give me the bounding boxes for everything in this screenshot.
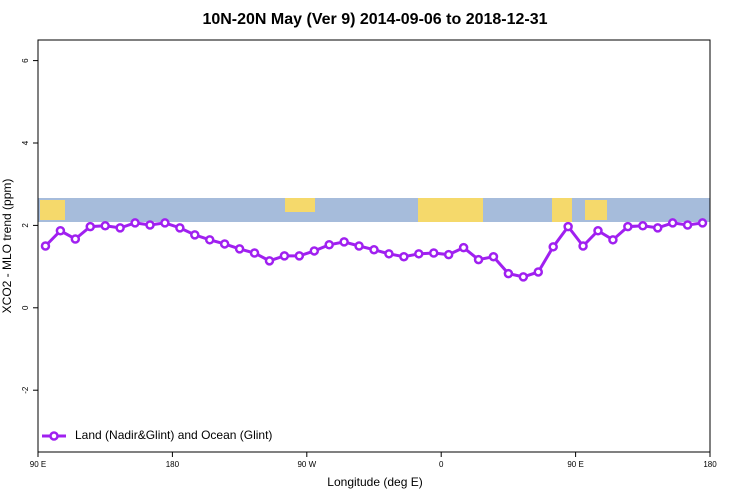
point (175, 223, 185, 233)
x-tick-label: 180 (703, 460, 717, 469)
chart-title: 10N-20N May (Ver 9) 2014-09-06 to 2018-1… (202, 11, 547, 28)
point (503, 268, 514, 279)
point (638, 221, 648, 231)
point (623, 221, 633, 232)
point (40, 241, 51, 251)
point (652, 223, 663, 233)
point (354, 241, 364, 251)
point (443, 249, 454, 260)
point (697, 218, 708, 228)
point (518, 272, 529, 282)
point (488, 251, 499, 262)
point (608, 235, 618, 245)
y-tick-label: 2 (21, 223, 30, 228)
x-tick-label: 90 E (567, 460, 583, 469)
legend-marker (49, 431, 59, 441)
y-tick-label: 0 (21, 305, 30, 310)
point (190, 230, 200, 240)
point (563, 221, 573, 232)
point (339, 237, 349, 247)
point (160, 218, 170, 228)
point (578, 241, 588, 251)
point (473, 254, 484, 265)
point (55, 226, 66, 236)
point (548, 242, 558, 252)
point (264, 256, 275, 266)
point (145, 220, 155, 230)
y-tick-label: -2 (21, 386, 30, 394)
point (458, 242, 469, 253)
point (309, 246, 320, 256)
point (100, 221, 110, 231)
point (533, 267, 544, 277)
point (324, 240, 334, 250)
point (115, 223, 125, 233)
point (667, 218, 678, 228)
point (219, 239, 230, 249)
point (369, 244, 379, 255)
point (204, 235, 215, 245)
point (428, 248, 439, 258)
x-tick-label: 180 (166, 460, 180, 469)
point (294, 251, 305, 261)
point (70, 234, 81, 244)
x-tick-label: 90 E (30, 460, 46, 469)
point (399, 251, 409, 262)
x-axis-label: Longitude (deg E) (327, 475, 422, 489)
y-tick-label: 4 (21, 140, 30, 145)
y-tick-label: 6 (21, 58, 30, 63)
y-axis-label: XCO2 - MLO trend (ppm) (0, 179, 14, 314)
point (384, 249, 394, 259)
point (279, 251, 290, 261)
plot-frame (37, 39, 711, 453)
x-tick-label: 0 (439, 460, 444, 469)
point (682, 220, 693, 230)
map-strip (38, 198, 710, 222)
point (593, 226, 603, 236)
point (130, 218, 140, 228)
point (249, 248, 260, 258)
x-tick-label: 90 W (297, 460, 316, 469)
point (85, 221, 96, 232)
point (414, 249, 424, 259)
legend-label: Land (Nadir&Glint) and Ocean (Glint) (75, 428, 272, 442)
point (234, 244, 245, 254)
